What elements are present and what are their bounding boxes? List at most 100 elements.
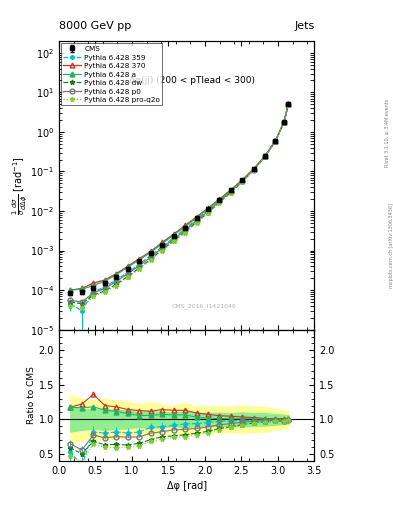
Pythia 6.428 370 xyxy=(171,231,176,237)
Pythia 6.428 pro-q2o xyxy=(103,289,107,295)
Pythia 6.428 370 xyxy=(282,119,286,125)
Pythia 6.428 dw xyxy=(103,288,107,294)
Pythia 6.428 359 xyxy=(252,166,256,173)
Pythia 6.428 359 xyxy=(282,119,286,125)
Legend: CMS, Pythia 6.428 359, Pythia 6.428 370, Pythia 6.428 a, Pythia 6.428 dw, Pythia: CMS, Pythia 6.428 359, Pythia 6.428 370,… xyxy=(61,43,162,105)
Pythia 6.428 pro-q2o xyxy=(240,179,245,185)
Line: Pythia 6.428 dw: Pythia 6.428 dw xyxy=(68,102,291,306)
Pythia 6.428 p0 xyxy=(137,263,141,269)
Text: 8000 GeV pp: 8000 GeV pp xyxy=(59,20,131,31)
Pythia 6.428 pro-q2o xyxy=(125,274,130,281)
Pythia 6.428 359 xyxy=(229,188,233,194)
Pythia 6.428 370 xyxy=(183,222,187,228)
Pythia 6.428 a xyxy=(148,249,153,255)
Pythia 6.428 370 xyxy=(125,263,130,269)
Pythia 6.428 370 xyxy=(217,196,222,202)
Pythia 6.428 p0 xyxy=(125,270,130,276)
Pythia 6.428 359 xyxy=(114,277,119,283)
Pythia 6.428 a xyxy=(263,153,268,159)
Pythia 6.428 359 xyxy=(68,301,73,307)
Pythia 6.428 dw xyxy=(194,219,199,225)
Pythia 6.428 pro-q2o xyxy=(273,138,278,144)
Pythia 6.428 a xyxy=(137,257,141,263)
Pythia 6.428 a xyxy=(206,206,210,212)
Pythia 6.428 p0 xyxy=(114,279,119,285)
Pythia 6.428 dw xyxy=(282,119,286,125)
Pythia 6.428 359 xyxy=(206,207,210,213)
Pythia 6.428 a xyxy=(103,278,107,284)
Pythia 6.428 359 xyxy=(91,289,95,295)
Pythia 6.428 dw xyxy=(229,189,233,196)
Pythia 6.428 359 xyxy=(286,101,291,108)
Pythia 6.428 359 xyxy=(160,244,165,250)
Pythia 6.428 370 xyxy=(68,287,73,293)
Pythia 6.428 a xyxy=(240,177,245,183)
Pythia 6.428 a xyxy=(183,223,187,229)
Y-axis label: Ratio to CMS: Ratio to CMS xyxy=(27,366,36,424)
Pythia 6.428 p0 xyxy=(103,285,107,291)
Pythia 6.428 dw xyxy=(114,281,119,287)
Pythia 6.428 p0 xyxy=(160,245,165,251)
Pythia 6.428 pro-q2o xyxy=(114,283,119,289)
Pythia 6.428 p0 xyxy=(171,236,176,242)
Text: Rivet 3.1.10, ≥ 3.4M events: Rivet 3.1.10, ≥ 3.4M events xyxy=(385,99,389,167)
Text: CMS_2016_I1421646: CMS_2016_I1421646 xyxy=(172,304,237,309)
Pythia 6.428 359 xyxy=(79,308,84,314)
Pythia 6.428 p0 xyxy=(252,166,256,173)
Pythia 6.428 pro-q2o xyxy=(79,305,84,311)
Line: Pythia 6.428 370: Pythia 6.428 370 xyxy=(68,102,291,292)
Pythia 6.428 dw xyxy=(68,299,73,305)
Text: Jets: Jets xyxy=(294,20,314,31)
Pythia 6.428 pro-q2o xyxy=(171,239,176,245)
Pythia 6.428 359 xyxy=(194,217,199,223)
Pythia 6.428 p0 xyxy=(68,297,73,304)
Pythia 6.428 370 xyxy=(286,101,291,107)
Pythia 6.428 dw xyxy=(217,199,222,205)
Pythia 6.428 a xyxy=(68,287,73,293)
Pythia 6.428 a xyxy=(252,166,256,172)
Line: Pythia 6.428 359: Pythia 6.428 359 xyxy=(69,103,290,312)
Pythia 6.428 pro-q2o xyxy=(229,189,233,196)
Pythia 6.428 359 xyxy=(171,234,176,241)
Pythia 6.428 pro-q2o xyxy=(282,119,286,125)
Pythia 6.428 370 xyxy=(229,187,233,193)
Pythia 6.428 dw xyxy=(79,301,84,307)
Line: Pythia 6.428 pro-q2o: Pythia 6.428 pro-q2o xyxy=(68,102,291,310)
Pythia 6.428 359 xyxy=(125,269,130,275)
Pythia 6.428 a xyxy=(91,283,95,289)
Pythia 6.428 pro-q2o xyxy=(263,153,268,159)
Pythia 6.428 370 xyxy=(137,255,141,262)
Pythia 6.428 dw xyxy=(160,247,165,253)
Pythia 6.428 dw xyxy=(252,167,256,173)
Pythia 6.428 dw xyxy=(171,238,176,244)
Pythia 6.428 pro-q2o xyxy=(91,293,95,299)
Pythia 6.428 370 xyxy=(194,214,199,220)
Pythia 6.428 p0 xyxy=(286,101,291,108)
Pythia 6.428 370 xyxy=(206,205,210,211)
Pythia 6.428 a xyxy=(273,138,278,144)
Pythia 6.428 a xyxy=(160,241,165,247)
Pythia 6.428 p0 xyxy=(148,254,153,260)
Pythia 6.428 p0 xyxy=(183,227,187,233)
Pythia 6.428 pro-q2o xyxy=(68,303,73,309)
Pythia 6.428 359 xyxy=(240,178,245,184)
Pythia 6.428 p0 xyxy=(273,138,278,144)
Pythia 6.428 dw xyxy=(125,273,130,280)
Pythia 6.428 359 xyxy=(137,261,141,267)
Line: Pythia 6.428 a: Pythia 6.428 a xyxy=(68,102,291,292)
Pythia 6.428 a xyxy=(194,215,199,221)
Pythia 6.428 dw xyxy=(148,256,153,262)
Pythia 6.428 370 xyxy=(79,285,84,291)
Pythia 6.428 370 xyxy=(114,270,119,276)
Pythia 6.428 pro-q2o xyxy=(217,200,222,206)
Text: mcplots.cern.ch [arXiv:1306.3436]: mcplots.cern.ch [arXiv:1306.3436] xyxy=(389,203,393,288)
Pythia 6.428 359 xyxy=(148,252,153,259)
Pythia 6.428 370 xyxy=(103,277,107,283)
Pythia 6.428 pro-q2o xyxy=(194,220,199,226)
Pythia 6.428 dw xyxy=(263,153,268,159)
Pythia 6.428 p0 xyxy=(282,119,286,125)
Y-axis label: $\frac{1}{\sigma}\frac{d\sigma}{d\Delta\phi}$ [rad$^{-1}$]: $\frac{1}{\sigma}\frac{d\sigma}{d\Delta\… xyxy=(10,156,29,215)
Pythia 6.428 pro-q2o xyxy=(206,210,210,216)
Pythia 6.428 pro-q2o xyxy=(252,167,256,173)
Pythia 6.428 359 xyxy=(183,226,187,232)
